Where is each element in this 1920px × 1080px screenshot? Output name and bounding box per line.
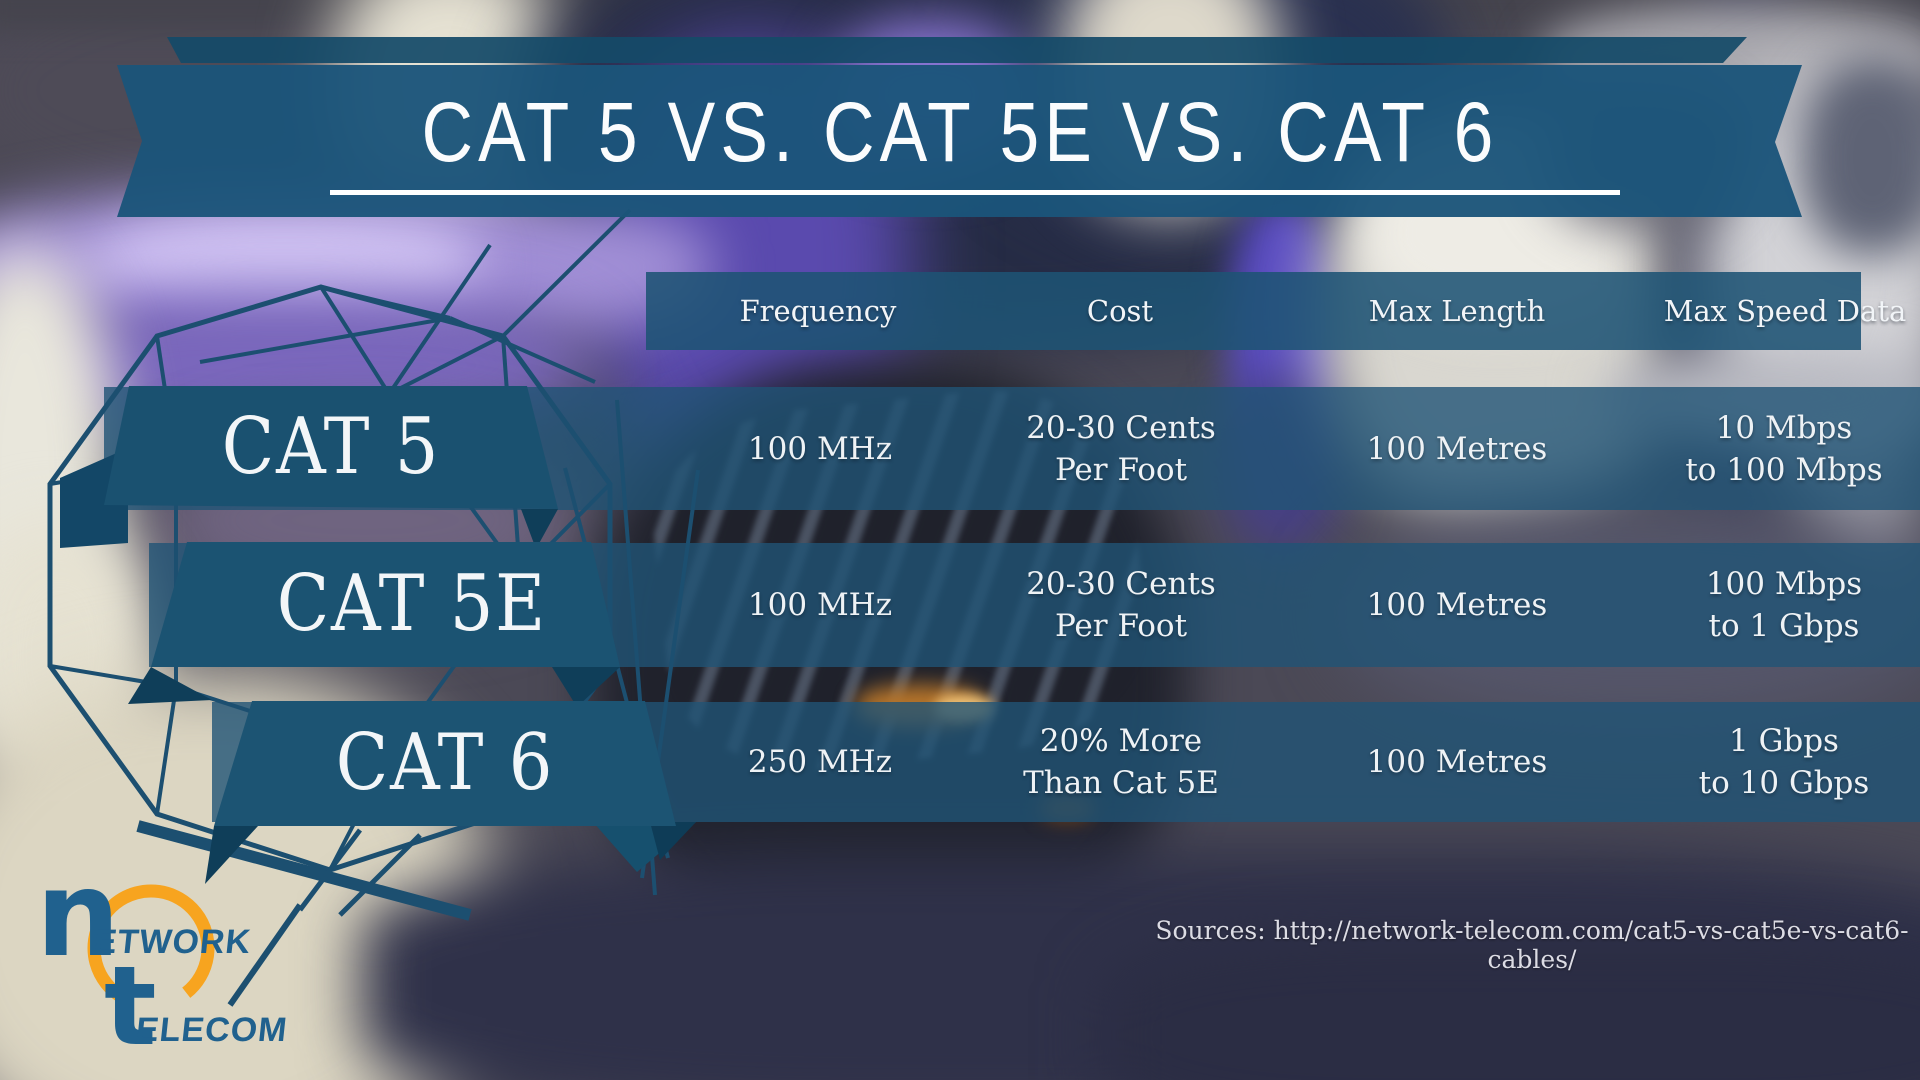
row-label-cat6: CAT 6	[335, 717, 555, 808]
cell-cat5-frequency: 100 MHz	[630, 387, 1010, 510]
cell-line: to 1 Gbps	[1708, 608, 1860, 644]
logo-letter-t: t	[104, 942, 157, 1070]
cat6-ribbon-right-fold-dark	[650, 822, 696, 860]
cell-line: 100 Metres	[1366, 744, 1548, 780]
cat5-ribbon	[104, 386, 558, 509]
row-label-cat5: CAT 5	[221, 401, 441, 492]
cat5e-ribbon-right-fold	[552, 667, 620, 707]
logo-letter-n: n	[36, 845, 121, 983]
cell-line: 100 MHz	[747, 430, 893, 467]
cell-line: to 10 Gbps	[1698, 765, 1870, 801]
banner-ribbon	[117, 65, 1802, 217]
cell-cat6-frequency: 250 MHz	[630, 702, 1010, 822]
cat5e-ribbon	[151, 542, 620, 667]
cell-line: 10 Mbps	[1715, 409, 1853, 446]
bg-blob-shadow-top-right	[1800, 60, 1920, 255]
cell-line: 100 MHz	[747, 587, 893, 623]
table-header-band	[646, 272, 1861, 350]
cell-cat5e-cost: 20-30 Cents Per Foot	[931, 543, 1311, 667]
cell-line: to 100 Mbps	[1685, 451, 1883, 488]
cell-cat6-max-speed: 1 Gbps to 10 Gbps	[1594, 702, 1920, 822]
column-header-max-speed: Max Speed Data	[1663, 294, 1907, 328]
cat5-ribbon-right-fold	[521, 509, 558, 549]
cell-cat6-cost: 20% More Than Cat 5E	[931, 702, 1311, 822]
cell-line: Per Foot	[1054, 608, 1188, 644]
cell-line: 100 Mbps	[1705, 566, 1863, 602]
cell-cat5-max-length: 100 Metres	[1267, 387, 1647, 510]
banner-back-band	[167, 37, 1747, 63]
network-telecom-logo: n ETWORK t ELECOM	[28, 855, 298, 1080]
logo-word-telecom: ELECOM	[134, 1011, 290, 1049]
cat5e-ribbon-left-fold	[128, 667, 212, 704]
cell-line: 20-30 Cents	[1026, 566, 1216, 602]
cell-line: 1 Gbps	[1729, 723, 1839, 759]
cell-cat6-max-length: 100 Metres	[1267, 702, 1647, 822]
title-underline	[330, 190, 1620, 195]
logo-orange-arc-icon	[87, 884, 215, 1012]
cell-cat5e-max-speed: 100 Mbps to 1 Gbps	[1594, 543, 1920, 667]
bg-blob-bottom-dark-right	[1100, 930, 1920, 1080]
cell-cat5-cost: 20-30 Cents Per Foot	[931, 387, 1311, 510]
cell-line: Per Foot	[1054, 451, 1188, 488]
cell-line: Than Cat 5E	[1023, 765, 1219, 801]
cell-cat5e-frequency: 100 MHz	[630, 543, 1010, 667]
source-citation: Sources: http://network-telecom.com/cat5…	[1155, 916, 1909, 974]
cell-line: 20-30 Cents	[1026, 409, 1216, 446]
cell-cat5-max-speed: 10 Mbps to 100 Mbps	[1594, 387, 1920, 510]
cell-line: 100 Metres	[1366, 587, 1548, 623]
column-header-max-length: Max Length	[1368, 294, 1546, 328]
cat6-ribbon-left-fold	[205, 826, 258, 884]
cell-cat5e-max-length: 100 Metres	[1267, 543, 1647, 667]
cell-line: 250 MHz	[747, 744, 893, 780]
cat6-ribbon	[214, 701, 676, 826]
row-label-cat5e: CAT 5E	[276, 558, 548, 649]
column-header-cost: Cost	[1086, 294, 1154, 328]
cell-line: 20% More	[1039, 723, 1203, 759]
column-header-frequency: Frequency	[739, 294, 897, 328]
cell-line: 100 Metres	[1366, 430, 1548, 467]
page-title: CAT 5 VS. CAT 5E VS. CAT 6	[421, 84, 1499, 179]
